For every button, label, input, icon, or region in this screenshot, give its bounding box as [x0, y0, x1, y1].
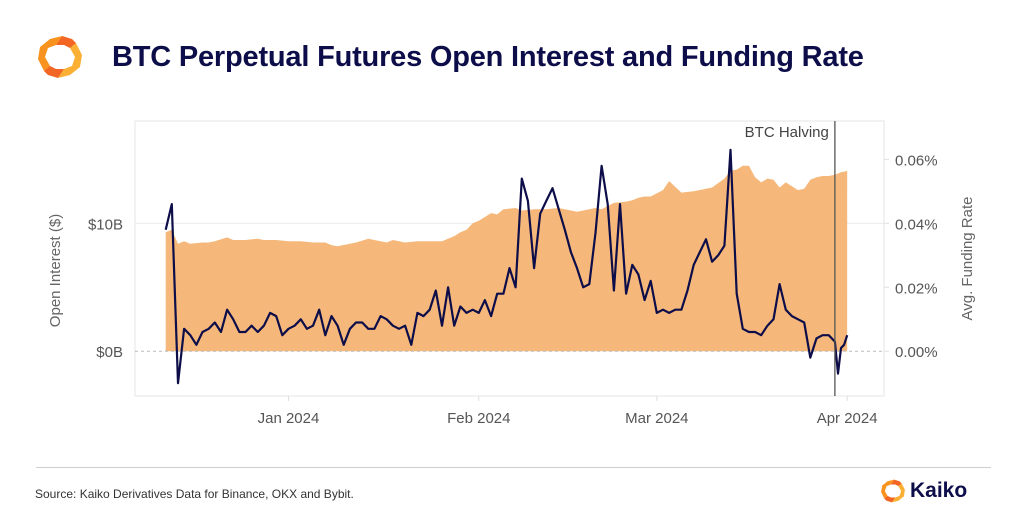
kaiko-logo-icon	[38, 36, 82, 78]
x-tick-label-0: Jan 2024	[258, 410, 320, 427]
x-tick-label-3: Apr 2024	[817, 410, 878, 427]
y-axis-label-left: Open Interest ($)	[47, 214, 64, 327]
kaiko-brand-icon	[881, 479, 905, 503]
halving-label: BTC Halving	[745, 124, 829, 141]
right-tick-label-2: 0.04%	[895, 216, 938, 233]
right-tick-label-3: 0.06%	[895, 152, 938, 169]
footer-brand: Kaiko	[880, 478, 967, 504]
right-tick-label-0: 0.00%	[895, 344, 938, 361]
right-tick-label-1: 0.02%	[895, 280, 938, 297]
header: BTC Perpetual Futures Open Interest and …	[36, 32, 864, 82]
left-tick-label-0: $0B	[96, 344, 123, 361]
y-axis-label-right: Avg. Funding Rate	[959, 197, 976, 321]
source-note: Source: Kaiko Derivatives Data for Binan…	[35, 487, 354, 501]
brand-name: Kaiko	[910, 479, 968, 502]
left-tick-label-1: $10B	[88, 216, 123, 233]
x-tick-label-1: Feb 2024	[447, 410, 510, 427]
open-interest-area	[165, 165, 848, 352]
x-tick-label-2: Mar 2024	[625, 410, 688, 427]
funding-rate-line	[164, 148, 849, 385]
footer-divider	[36, 467, 991, 468]
page-title: BTC Perpetual Futures Open Interest and …	[112, 40, 864, 73]
